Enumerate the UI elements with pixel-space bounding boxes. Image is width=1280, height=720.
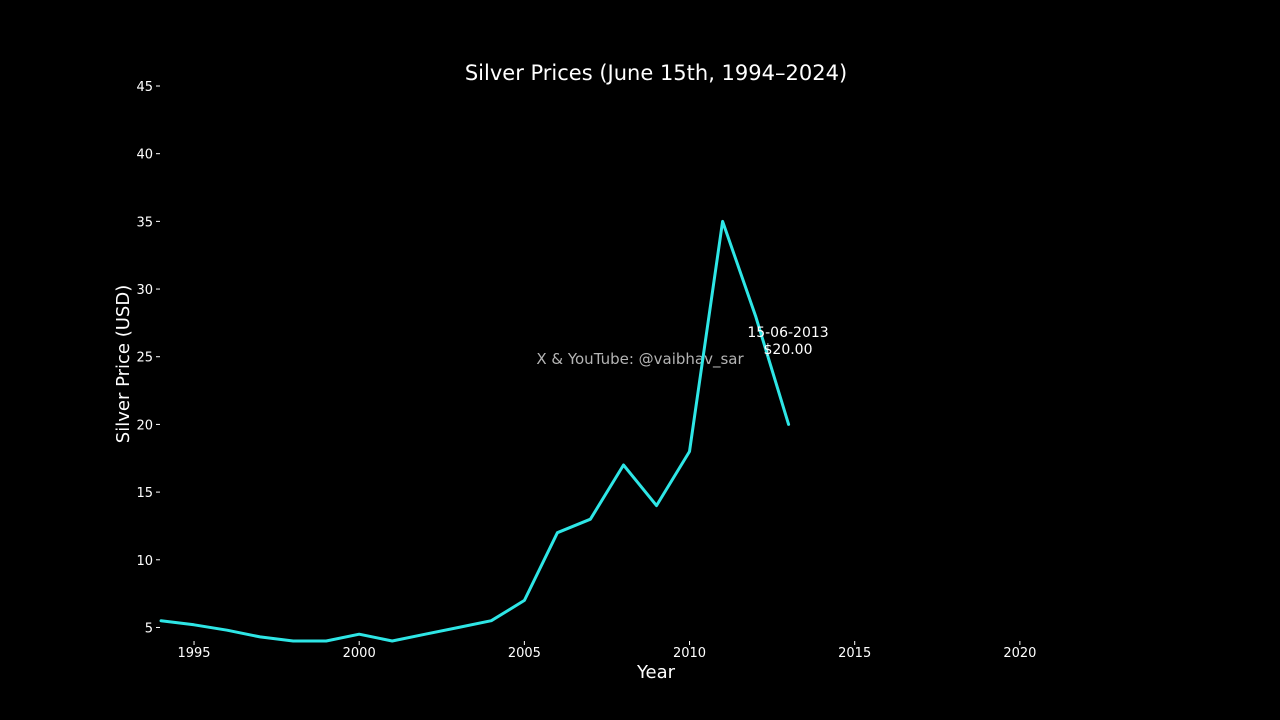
x-tick-label: 2015 — [838, 646, 871, 661]
y-tick-label: 5 — [145, 621, 153, 636]
x-tick-label: 1995 — [177, 646, 210, 661]
x-tick-label: 2005 — [508, 646, 541, 661]
x-tick-label: 2020 — [1003, 646, 1036, 661]
annotation-price: $20.00 — [764, 342, 813, 358]
watermark: X & YouTube: @vaibhav_sar — [536, 350, 744, 369]
y-axis-title: Silver Price (USD) — [113, 285, 134, 443]
series-layer — [159, 219, 791, 643]
y-tick-label: 35 — [136, 215, 153, 230]
y-axis: 5 10 15 20 25 30 35 40 45 — [136, 80, 160, 636]
y-tick-label: 10 — [136, 554, 153, 569]
x-axis: 1995 2000 2005 2010 2015 2020 — [177, 641, 1036, 661]
chart-title: Silver Prices (June 15th, 1994–2024) — [465, 61, 847, 85]
y-tick-label: 15 — [136, 486, 153, 501]
y-tick-label: 45 — [136, 80, 153, 95]
x-tick-label: 2000 — [343, 646, 376, 661]
x-tick-label: 2010 — [673, 646, 706, 661]
y-tick-label: 30 — [136, 283, 153, 298]
annotation: 15-06-2013 $20.00 — [747, 325, 828, 358]
annotation-date: 15-06-2013 — [747, 325, 828, 341]
y-tick-label: 20 — [136, 418, 153, 433]
y-tick-label: 40 — [136, 148, 153, 163]
x-axis-title: Year — [636, 662, 676, 683]
y-tick-label: 25 — [136, 351, 153, 366]
price-line — [159, 219, 791, 643]
